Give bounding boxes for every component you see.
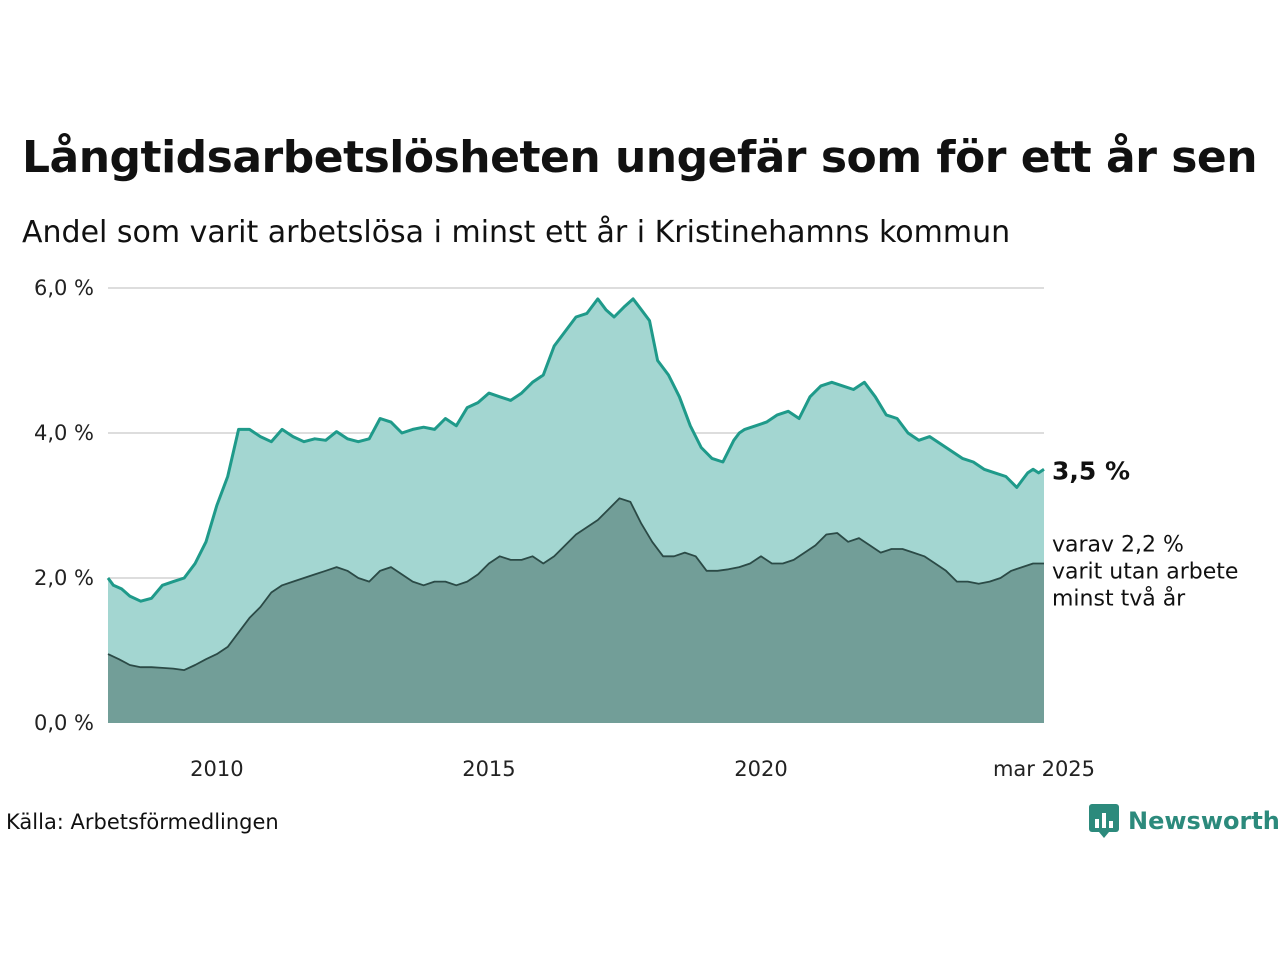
series-area-2 [108, 498, 1044, 723]
newsworthy-logo-icon [1089, 804, 1119, 838]
series-line-1 [106, 297, 1045, 603]
x-tick-label: mar 2025 [993, 757, 1095, 781]
y-tick-label: 4,0 % [34, 421, 94, 445]
x-tick-label: 2015 [462, 757, 515, 781]
x-tick-label: 2010 [190, 757, 243, 781]
x-tick-label: 2020 [734, 757, 787, 781]
y-tick-label: 2,0 % [34, 566, 94, 590]
sub-value-label: varit utan arbete [1052, 560, 1238, 585]
x-axis-labels: 2010 2015 2020 mar 2025 [190, 757, 1095, 781]
chart-title: Långtidsarbetslösheten ungefär som för e… [22, 132, 1258, 183]
source-note: Källa: Arbetsförmedlingen [6, 810, 279, 834]
newsworthy-logo[interactable]: Newsworthy [1088, 803, 1280, 839]
sub-value-label: varav 2,2 % [1052, 533, 1184, 558]
logo-text: Newsworthy [1128, 807, 1280, 835]
y-tick-label: 0,0 % [34, 711, 94, 735]
series-line-2 [107, 497, 1044, 671]
chart-subtitle: Andel som varit arbetslösa i minst ett å… [22, 215, 1011, 250]
y-axis-labels: 0,0 % 2,0 % 4,0 % 6,0 % [34, 276, 94, 735]
series-areas [106, 297, 1045, 723]
sub-value-label: minst två år [1052, 586, 1186, 612]
end-value-label: 3,5 % [1052, 456, 1130, 485]
y-tick-label: 6,0 % [34, 276, 94, 300]
